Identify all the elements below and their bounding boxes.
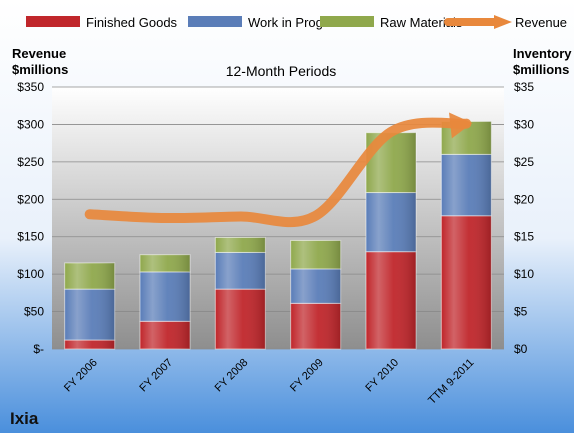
bar-gloss (290, 303, 341, 349)
revenue-line (84, 117, 472, 228)
bar-gloss (441, 154, 492, 216)
bar-gloss (140, 271, 190, 322)
bar-gloss (441, 215, 492, 349)
right-tick-label: $20 (514, 192, 534, 206)
legend-arrow-icon (494, 15, 512, 29)
revenue-arrowhead (449, 112, 473, 139)
legend: Finished Goods Work in Progress Raw Mate… (26, 15, 567, 30)
chart-subtitle: 12-Month Periods (226, 63, 337, 79)
right-tick-label: $5 (514, 305, 528, 319)
legend-label-finished-goods: Finished Goods (86, 15, 178, 30)
bar-gloss (366, 192, 416, 252)
right-tick-label: $30 (514, 117, 534, 131)
left-axis-title-line2: $millions (12, 62, 68, 77)
left-axis-ticks: $- $50 $100 $150 $200 $250 $300 $350 (17, 80, 44, 356)
left-tick-label: $250 (17, 155, 44, 169)
right-tick-label: $0 (514, 342, 528, 356)
bar-gloss (140, 321, 190, 349)
right-tick-label: $10 (514, 267, 534, 281)
right-tick-label: $15 (514, 230, 534, 244)
bar-gloss (215, 289, 266, 349)
right-tick-label: $25 (514, 155, 534, 169)
legend-label-revenue: Revenue (515, 15, 567, 30)
left-tick-label: $150 (17, 230, 44, 244)
legend-label-raw-materials: Raw Materials (380, 15, 463, 30)
bar-gloss (140, 254, 190, 272)
bar-gloss (366, 251, 416, 349)
right-axis-title-line2: $millions (513, 62, 569, 77)
left-tick-label: $100 (17, 267, 44, 281)
bar-gloss (64, 289, 115, 341)
legend-swatch-work-in-progress (188, 16, 242, 27)
left-axis-title-line1: Revenue (12, 46, 66, 61)
bar-series (64, 120, 492, 350)
left-tick-label: $200 (17, 192, 44, 206)
bar-gloss (290, 268, 341, 304)
right-axis-title-line1: Inventory (513, 46, 572, 61)
right-axis-ticks: $0 $5 $10 $15 $20 $25 $30 $35 (514, 80, 534, 356)
bar-gloss (290, 240, 341, 269)
bar-gloss (64, 340, 115, 349)
legend-swatch-finished-goods (26, 16, 80, 27)
left-tick-label: $300 (17, 117, 44, 131)
left-tick-label: $350 (17, 80, 44, 94)
bar-gloss (215, 252, 266, 290)
bar-gloss (215, 237, 266, 253)
company-name: Ixia (10, 409, 39, 428)
left-tick-label: $- (33, 342, 44, 356)
right-tick-label: $35 (514, 80, 534, 94)
left-tick-label: $50 (24, 305, 44, 319)
legend-swatch-raw-materials (320, 16, 374, 27)
bar-gloss (64, 262, 115, 290)
